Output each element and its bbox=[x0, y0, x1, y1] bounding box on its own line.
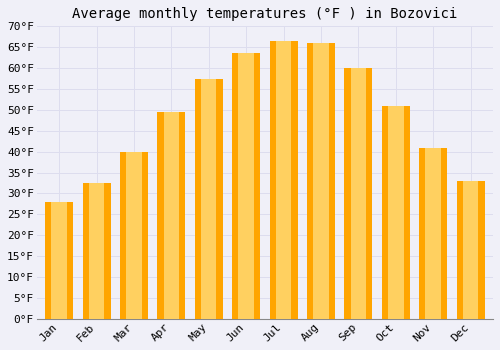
Bar bbox=[126, 152, 142, 319]
Bar bbox=[382, 106, 410, 319]
Bar bbox=[232, 54, 260, 319]
Bar bbox=[276, 41, 291, 319]
Bar bbox=[120, 152, 148, 319]
Bar bbox=[195, 78, 223, 319]
Bar bbox=[456, 181, 484, 319]
Bar bbox=[388, 106, 404, 319]
Bar bbox=[82, 183, 110, 319]
Bar bbox=[89, 183, 104, 319]
Bar bbox=[52, 202, 67, 319]
Bar bbox=[158, 112, 186, 319]
Bar bbox=[270, 41, 297, 319]
Bar bbox=[419, 147, 447, 319]
Bar bbox=[307, 43, 335, 319]
Bar bbox=[164, 112, 179, 319]
Bar bbox=[463, 181, 478, 319]
Bar bbox=[314, 43, 328, 319]
Bar bbox=[344, 68, 372, 319]
Bar bbox=[45, 202, 73, 319]
Bar bbox=[238, 54, 254, 319]
Bar bbox=[350, 68, 366, 319]
Title: Average monthly temperatures (°F ) in Bozovici: Average monthly temperatures (°F ) in Bo… bbox=[72, 7, 458, 21]
Bar bbox=[426, 147, 441, 319]
Bar bbox=[201, 78, 216, 319]
